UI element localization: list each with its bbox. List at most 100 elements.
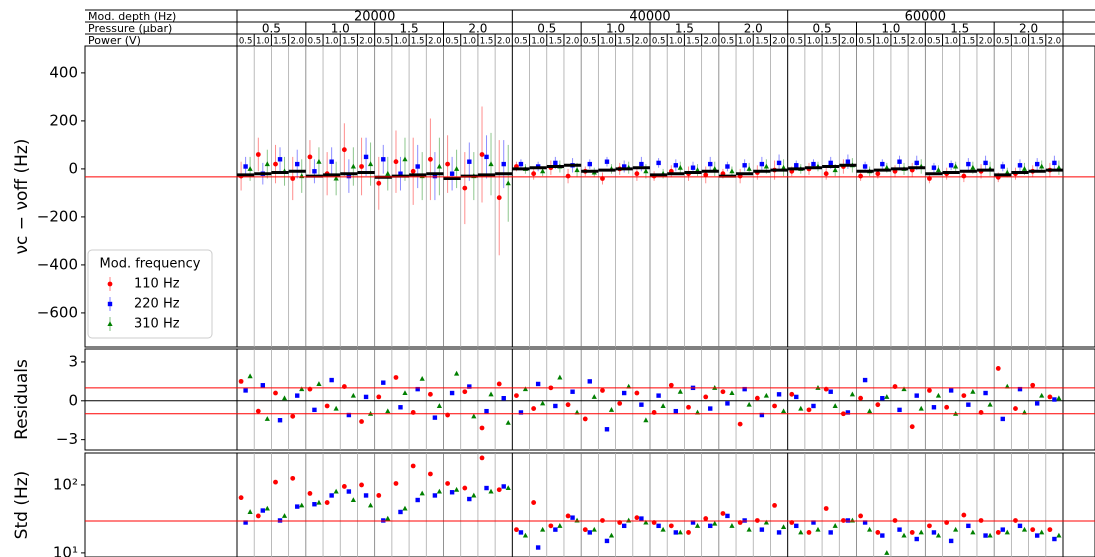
legend-marker	[107, 281, 113, 287]
power-label: 1.0	[394, 37, 408, 47]
point	[449, 171, 455, 176]
point	[983, 390, 988, 396]
point	[415, 386, 420, 392]
point	[243, 388, 248, 393]
point	[677, 529, 683, 535]
point	[1017, 386, 1023, 392]
pressure-label: 1.5	[400, 22, 419, 36]
point	[987, 532, 993, 538]
point	[703, 516, 709, 521]
point	[867, 526, 873, 532]
point	[858, 395, 864, 401]
point	[501, 484, 506, 489]
point	[295, 161, 300, 167]
point	[505, 180, 511, 186]
point	[931, 530, 937, 535]
point	[402, 505, 408, 511]
point	[582, 416, 588, 422]
point	[281, 513, 288, 518]
point	[535, 545, 541, 550]
power-label: 1.0	[600, 37, 614, 47]
point	[660, 403, 666, 408]
power-label: 0.5	[239, 37, 253, 47]
point	[656, 160, 661, 166]
power-label: 0.5	[790, 37, 804, 47]
point	[931, 405, 937, 410]
point	[398, 405, 403, 410]
point	[299, 173, 305, 179]
point	[626, 517, 632, 523]
point	[966, 402, 971, 407]
point	[385, 170, 391, 176]
power-label: 1.0	[325, 37, 339, 47]
point	[359, 482, 364, 488]
point	[867, 408, 873, 414]
point	[488, 161, 494, 167]
point	[935, 167, 942, 173]
point	[307, 154, 313, 160]
point	[531, 171, 537, 177]
point	[708, 161, 713, 167]
point	[708, 523, 713, 529]
point	[243, 520, 248, 525]
point	[617, 400, 623, 406]
point	[432, 173, 438, 179]
point	[901, 386, 907, 392]
power-label: 1.5	[686, 37, 700, 47]
point	[639, 516, 644, 521]
point	[535, 381, 541, 387]
legend-marker	[107, 301, 113, 307]
y-axis-label: Residuals	[12, 359, 32, 440]
pressure-label: 2.0	[744, 22, 763, 36]
point	[690, 520, 696, 525]
point	[720, 389, 726, 395]
legend-label: 310 Hz	[134, 317, 180, 332]
point	[961, 173, 967, 179]
point	[312, 407, 317, 413]
power-label: 0.5	[308, 37, 322, 47]
power-label: 1.5	[480, 37, 494, 47]
header-row-label: Power (V)	[88, 34, 141, 47]
point	[333, 405, 339, 411]
point	[454, 486, 460, 492]
point	[776, 392, 782, 397]
power-label: 0.5	[721, 37, 735, 47]
point	[462, 485, 468, 491]
point	[341, 147, 347, 153]
point	[273, 161, 278, 167]
power-label: 2.0	[1048, 37, 1062, 47]
point	[746, 401, 752, 407]
point	[858, 513, 864, 519]
point	[484, 408, 489, 414]
point	[376, 394, 382, 400]
y-tick-label: 3	[68, 352, 78, 370]
point	[587, 379, 592, 384]
point	[966, 161, 971, 167]
point	[858, 173, 864, 179]
point	[927, 523, 932, 529]
point	[427, 391, 433, 397]
point	[350, 163, 356, 169]
point	[901, 532, 907, 538]
point	[1056, 532, 1062, 538]
point	[1017, 523, 1023, 529]
point	[1047, 527, 1053, 533]
point	[565, 513, 571, 519]
point	[1004, 169, 1010, 175]
point	[419, 490, 425, 496]
point	[677, 164, 683, 170]
point	[247, 166, 253, 171]
point	[729, 168, 735, 174]
point	[914, 393, 919, 398]
point	[264, 416, 270, 421]
pressure-label: 0.5	[262, 22, 281, 36]
point	[823, 171, 829, 177]
y-tick-label: −3	[56, 430, 78, 448]
point	[1030, 382, 1036, 388]
point	[432, 415, 438, 420]
point	[737, 421, 743, 427]
power-label: 1.5	[893, 37, 907, 47]
point	[329, 377, 334, 383]
point	[746, 526, 752, 532]
pressure-label: 1.5	[675, 22, 694, 36]
